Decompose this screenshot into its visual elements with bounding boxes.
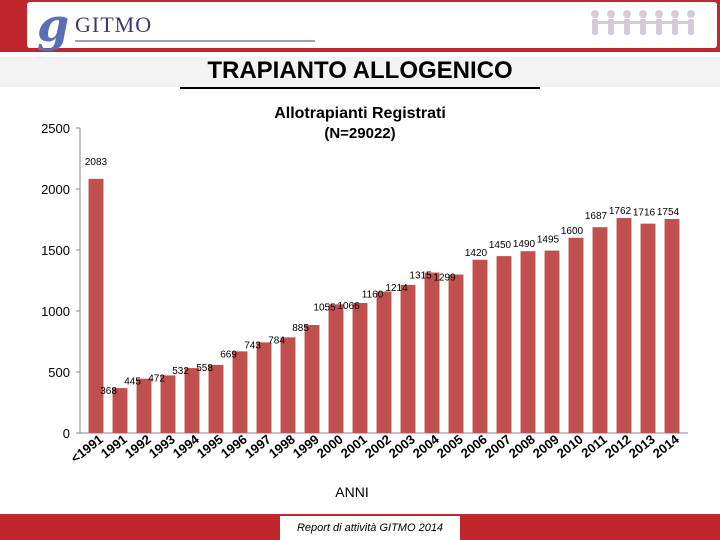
logo-text: GITMO [75,12,153,37]
bar [544,250,560,433]
data-label: 532 [172,366,189,377]
bar [424,272,440,433]
y-tick-label: 1500 [41,243,70,258]
data-label: 1160 [362,289,384,300]
data-label: 1490 [513,239,536,250]
data-label: 1420 [465,248,488,259]
y-tick-label: 2500 [41,121,70,136]
bar [160,375,176,433]
bar [304,325,320,433]
bar [88,178,104,433]
data-label: 1450 [489,240,512,251]
data-label: 1495 [537,235,560,246]
bar [400,284,416,433]
bar [640,223,656,433]
bar-chart: Allotrapianti Registrati (N=29022) 0 500 1… [41,105,688,500]
data-label: 669 [220,349,237,360]
data-label: 1315 [409,271,432,282]
chart-subtitle: (N=29022) [324,125,395,142]
bar [520,251,536,433]
chart-title: Allotrapianti Registrati [274,105,446,122]
data-label: 368 [100,386,117,397]
bar [184,368,200,433]
y-tick-label: 0 [63,426,70,441]
bar [112,388,128,433]
data-label: 1055 [313,302,336,313]
bar [352,302,368,433]
data-label: 1600 [561,226,584,237]
data-label: 2083 [85,157,108,168]
bar [328,304,344,433]
bar [232,351,248,433]
bar [280,337,296,433]
data-label: 1754 [657,207,680,218]
y-tick-label: 2000 [41,182,70,197]
x-axis-label: ANNI [335,484,368,500]
footer-text: Report di attività GITMO 2014 [296,522,444,534]
data-label: 1716 [633,208,656,219]
bar [592,227,608,433]
y-tick-label: 500 [48,365,70,380]
bar [376,291,392,433]
data-label: 784 [268,335,285,346]
data-label: 472 [148,373,165,384]
bar [496,256,512,433]
bar [472,259,488,433]
data-label: 1214 [385,283,408,294]
header-logo-card: g GITMO [27,0,717,52]
data-label: 1762 [609,206,632,217]
data-label: 743 [244,340,261,351]
bar [616,218,632,433]
x-tick-label: 2014 [650,431,683,461]
data-label: 1687 [585,211,608,222]
bar [256,342,272,433]
data-label: 1066 [337,301,360,312]
title-underline [180,87,540,89]
bar [208,364,224,433]
data-label: 885 [292,323,309,334]
page-title: TRAPIANTO ALLOGENICO [207,57,513,84]
bar [136,378,152,433]
footer-card [280,516,460,540]
bar [568,237,584,433]
title-band [0,57,720,87]
bar [664,219,680,433]
logo-underline [75,40,315,42]
data-label: 558 [196,363,213,374]
gitmo-logo-icon: g [37,0,70,52]
people-chain-icon [591,10,695,35]
data-label: 445 [124,377,141,388]
bar [448,274,464,433]
data-label: 1299 [433,273,456,284]
y-tick-label: 1000 [41,304,70,319]
